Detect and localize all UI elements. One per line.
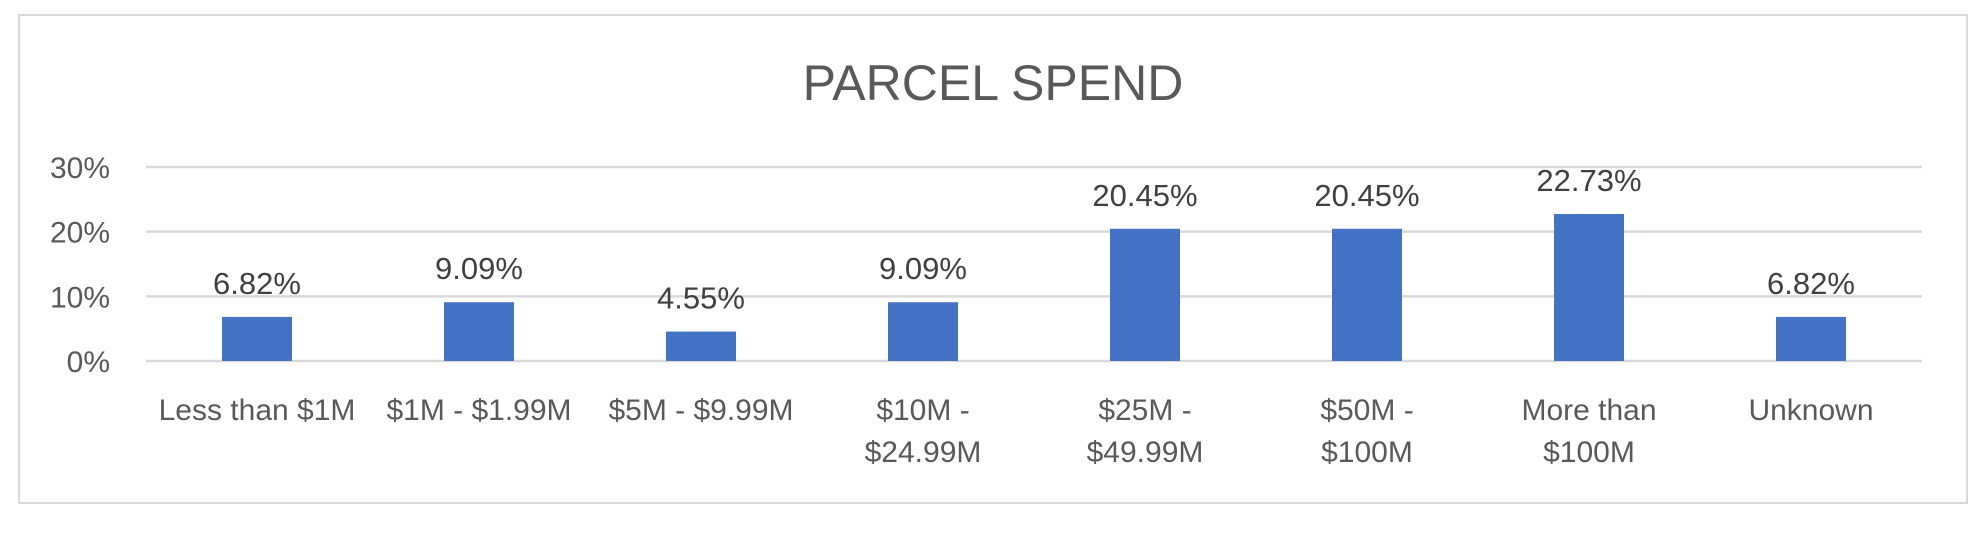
y-tick-label: 30% [50, 152, 110, 185]
x-tick-line: $24.99M [865, 436, 982, 469]
bars [222, 214, 1846, 361]
data-label: 9.09% [435, 251, 523, 286]
x-tick-line: $49.99M [1087, 436, 1204, 469]
x-tick-line: $10M - [876, 394, 969, 427]
x-tick-line: $1M - $1.99M [386, 394, 571, 427]
x-tick-label: $1M - $1.99M [386, 394, 571, 427]
data-label: 20.45% [1314, 178, 1419, 213]
x-tick-line: $50M - [1320, 394, 1413, 427]
x-tick-line: Less than $1M [159, 394, 356, 427]
chart-frame [18, 14, 1968, 504]
x-tick-label: $10M - $24.99M [865, 394, 982, 469]
data-label: 6.82% [1767, 266, 1855, 301]
x-tick-label: $5M - $9.99M [608, 394, 793, 427]
x-axis-ticks: Less than $1M $1M - $1.99M $5M - $9.99M $10… [159, 394, 1874, 469]
x-tick-line: $100M [1321, 436, 1413, 469]
x-tick-label: $50M - $100M [1320, 394, 1413, 469]
y-tick-label: 0% [67, 346, 110, 379]
bar [666, 331, 736, 361]
x-tick-label: More than $100M [1521, 394, 1656, 469]
data-label: 4.55% [657, 281, 745, 316]
x-tick-line: Unknown [1748, 394, 1873, 427]
bar [1554, 214, 1624, 361]
bar [222, 316, 292, 361]
bar [1110, 228, 1180, 361]
x-tick-label: Less than $1M [159, 394, 356, 427]
x-tick-line: $5M - $9.99M [608, 394, 793, 427]
chart-title: PARCEL SPEND [803, 55, 1184, 111]
gridlines [146, 165, 1922, 363]
y-tick-label: 20% [50, 217, 110, 250]
data-label: 20.45% [1092, 178, 1197, 213]
x-tick-line: $25M - [1098, 394, 1191, 427]
data-label: 9.09% [879, 251, 967, 286]
x-tick-line: More than [1521, 394, 1656, 427]
y-tick-label: 10% [50, 281, 110, 314]
data-label: 6.82% [213, 266, 301, 301]
data-labels: 6.82% 9.09% 4.55% 9.09% 20.45% 20.45% 22.73% 6.… [213, 163, 1855, 316]
bar [888, 302, 958, 361]
bar [444, 302, 514, 361]
data-label: 22.73% [1536, 163, 1641, 198]
x-tick-label: $25M - $49.99M [1087, 394, 1204, 469]
x-tick-label: Unknown [1748, 394, 1873, 427]
y-axis-ticks: 0% 10% 20% 30% [50, 152, 110, 379]
bar [1776, 316, 1846, 361]
bar [1332, 228, 1402, 361]
x-tick-line: $100M [1543, 436, 1635, 469]
